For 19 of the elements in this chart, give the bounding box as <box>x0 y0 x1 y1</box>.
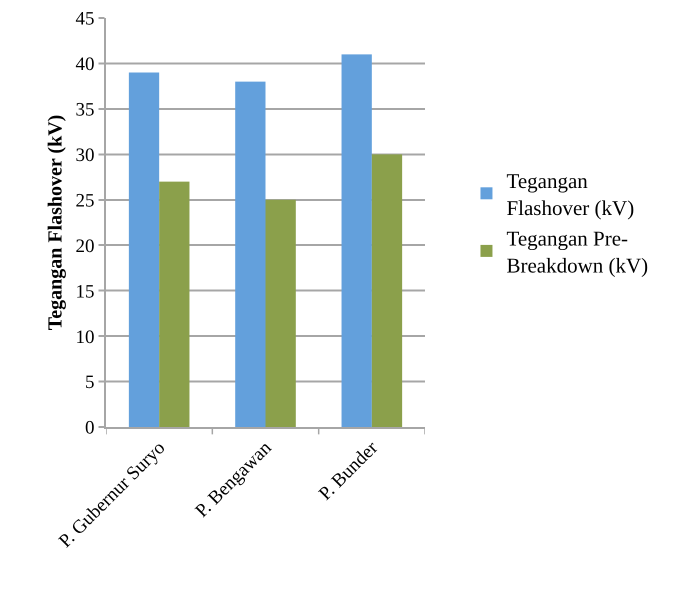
legend-label: Tegangan Flashover (kV) <box>506 168 634 220</box>
bar <box>266 200 296 427</box>
y-tick-label: 25 <box>75 190 94 212</box>
y-tick-label: 45 <box>75 8 94 30</box>
y-axis-title: Tegangan Flashover (kV) <box>44 114 66 330</box>
bar <box>342 54 372 427</box>
y-tick-label: 15 <box>75 281 94 302</box>
y-tick-label: 0 <box>84 418 94 439</box>
bar <box>235 82 266 427</box>
bar <box>128 72 160 427</box>
y-tick-label: 30 <box>75 144 94 166</box>
bar <box>372 154 402 427</box>
legend-label: Tegangan Pre-Breakdown (kV) <box>506 226 648 278</box>
y-tick-label: 5 <box>84 372 94 394</box>
bar <box>159 182 190 427</box>
y-tick-label: 40 <box>75 54 94 76</box>
y-tick-label: 20 <box>75 236 94 257</box>
y-tick-label: 10 <box>75 326 94 348</box>
y-tick-label: 35 <box>75 100 94 121</box>
